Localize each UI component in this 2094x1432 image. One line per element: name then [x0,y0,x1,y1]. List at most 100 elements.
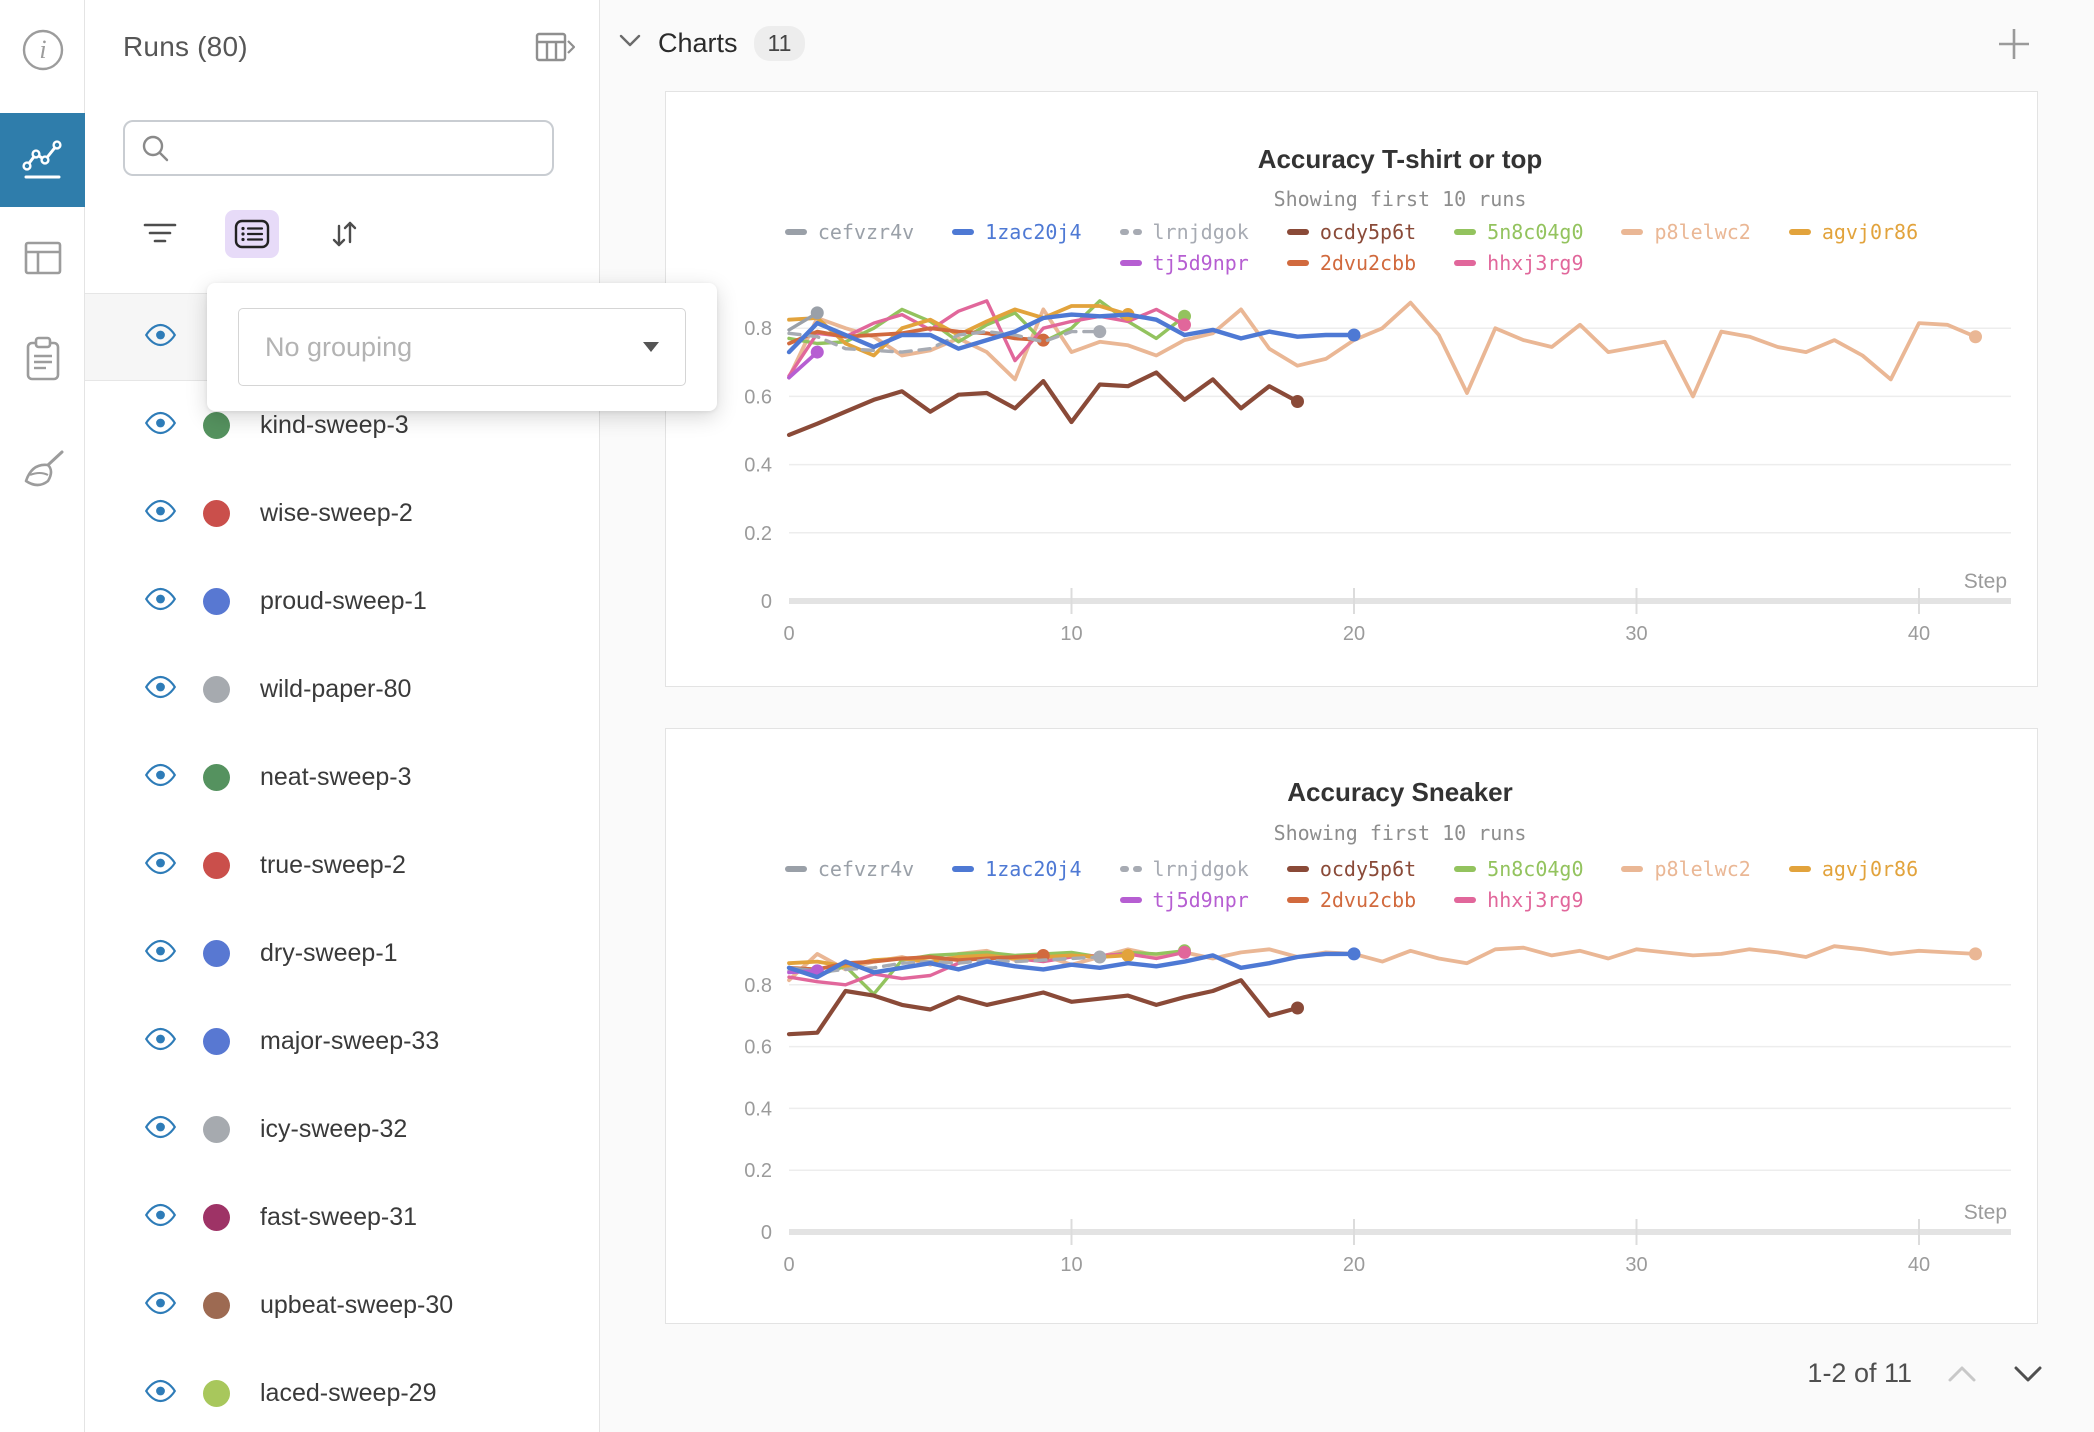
run-row[interactable]: icy-sweep-32 [85,1085,599,1173]
svg-text:0.4: 0.4 [744,1098,772,1120]
run-visibility-eye-icon[interactable] [144,675,177,704]
legend-label: 1zac20j4 [985,857,1082,881]
run-visibility-eye-icon[interactable] [144,411,177,440]
legend-item-2dvu2cbb[interactable]: 2dvu2cbb [1286,251,1416,275]
pagination-prev-chevron-up-icon[interactable] [1946,1364,1978,1384]
grouping-select[interactable]: No grouping [238,308,686,386]
svg-text:0.6: 0.6 [744,386,772,408]
chevron-down-icon [619,34,641,47]
run-visibility-eye-icon[interactable] [144,1115,177,1144]
run-row[interactable]: fast-sweep-31 [85,1173,599,1261]
series-end-dot-hhxj3rg9 [1178,945,1191,959]
legend-item-5n8c04g0[interactable]: 5n8c04g0 [1454,220,1583,244]
chart-legend: cefvzr4v 1zac20j4 lrnjdgok ocdy5p6t 5n8c04g0… [666,220,2037,275]
series-end-dot-1zac20j4 [1347,328,1361,342]
run-visibility-eye-icon[interactable] [144,1379,177,1408]
legend-item-1zac20j4[interactable]: 1zac20j4 [952,857,1082,881]
charts-collapse-chevron[interactable] [618,33,642,54]
filter-icon [143,223,177,243]
run-name: fast-sweep-31 [260,1202,418,1231]
series-line-1zac20j4 [786,951,1357,980]
run-visibility-eye-icon[interactable] [144,1027,177,1056]
run-row[interactable]: kind-sweep-3 [85,381,599,469]
legend-item-hhxj3rg9[interactable]: hhxj3rg9 [1454,251,1583,275]
run-visibility-eye-icon[interactable] [144,1291,177,1320]
legend-swatch [1286,260,1309,266]
toggle-all-visibility-eye-icon[interactable] [144,323,177,352]
legend-item-tj5d9npr[interactable]: tj5d9npr [1119,251,1249,275]
legend-label: 2dvu2cbb [1319,888,1417,912]
info-icon[interactable]: i [0,26,85,74]
run-row[interactable]: major-sweep-33 [85,997,599,1085]
legend-item-5n8c04g0[interactable]: 5n8c04g0 [1454,857,1583,881]
legend-label: hhxj3rg9 [1487,888,1584,912]
group-button[interactable] [225,210,279,258]
legend-item-2dvu2cbb[interactable]: 2dvu2cbb [1286,888,1417,912]
legend-swatch [952,866,975,872]
legend-swatch [1286,897,1309,903]
pagination-next-chevron-down-icon[interactable] [2012,1364,2044,1384]
legend-label: cefvzr4v [817,857,915,881]
legend-item-lrnjdgok[interactable]: lrnjdgok [1119,857,1249,881]
svg-text:30: 30 [1625,623,1647,645]
grouping-popup: No grouping [207,283,717,411]
legend-item-lrnjdgok[interactable]: lrnjdgok [1119,220,1249,244]
legend-item-agvj0r86[interactable]: agvj0r86 [1788,857,1918,881]
legend-item-cefvzr4v[interactable]: cefvzr4v [784,220,914,244]
add-panel-button[interactable] [1996,26,2032,67]
legend-swatch [784,866,807,872]
clipboard-icon[interactable] [0,334,85,386]
legend-item-cefvzr4v[interactable]: cefvzr4v [784,857,915,881]
run-visibility-eye-icon[interactable] [144,499,177,528]
svg-text:20: 20 [1343,1254,1365,1276]
run-row[interactable]: true-sweep-2 [85,821,599,909]
pagination-label: 1-2 of 11 [1807,1358,1912,1388]
run-name: major-sweep-33 [260,1026,440,1055]
series-end-dot-p8lelwc2 [1969,330,1982,344]
run-color-dot [203,1115,230,1143]
tab-workspace-charts[interactable] [0,113,85,207]
legend-item-ocdy5p6t[interactable]: ocdy5p6t [1286,220,1416,244]
legend-swatch [1119,260,1142,266]
run-row[interactable]: proud-sweep-1 [85,557,599,645]
series-line-ocdy5p6t [786,978,1300,1037]
legend-label: 5n8c04g0 [1487,857,1584,881]
broom-icon[interactable] [0,444,85,500]
sort-button[interactable] [317,210,371,258]
run-color-dot [203,1027,230,1055]
series-end-dot-p8lelwc2 [1969,947,1982,961]
run-row[interactable]: wild-paper-80 [85,645,599,733]
run-row[interactable]: dry-sweep-1 [85,909,599,997]
legend-item-ocdy5p6t[interactable]: ocdy5p6t [1286,857,1416,881]
legend-item-hhxj3rg9[interactable]: hhxj3rg9 [1454,888,1583,912]
run-visibility-eye-icon[interactable] [144,587,177,616]
caret-down-icon [643,342,659,352]
line-chart-icon [21,140,62,179]
table-panel-icon[interactable] [0,234,85,282]
run-color-dot [203,587,230,615]
svg-text:0.8: 0.8 [744,318,772,340]
run-row[interactable]: neat-sweep-3 [85,733,599,821]
series-line-lrnjdgok [787,955,1102,975]
run-visibility-eye-icon[interactable] [144,1203,177,1232]
svg-text:Showing first 10 runs: Showing first 10 runs [1274,821,1527,845]
legend-item-p8lelwc2[interactable]: p8lelwc2 [1621,857,1751,881]
run-row[interactable]: wise-sweep-2 [85,469,599,557]
run-visibility-eye-icon[interactable] [144,939,177,968]
run-visibility-eye-icon[interactable] [144,763,177,792]
charts-section-title: Charts [658,28,738,58]
expand-runs-table-button[interactable] [535,30,575,64]
run-row[interactable]: laced-sweep-29 [85,1349,599,1432]
series-line-2dvu2cbb [787,953,1046,972]
legend-label: agvj0r86 [1821,220,1919,244]
filter-button[interactable] [133,210,187,258]
run-row[interactable]: upbeat-sweep-30 [85,1261,599,1349]
runs-search-input[interactable] [181,135,538,161]
run-visibility-eye-icon[interactable] [144,851,177,880]
legend-item-agvj0r86[interactable]: agvj0r86 [1788,220,1919,244]
legend-item-p8lelwc2[interactable]: p8lelwc2 [1621,220,1751,244]
run-name: icy-sweep-32 [260,1114,408,1143]
legend-item-1zac20j4[interactable]: 1zac20j4 [952,220,1082,244]
series-end-dot-2dvu2cbb [1036,333,1050,347]
legend-item-tj5d9npr[interactable]: tj5d9npr [1119,888,1249,912]
